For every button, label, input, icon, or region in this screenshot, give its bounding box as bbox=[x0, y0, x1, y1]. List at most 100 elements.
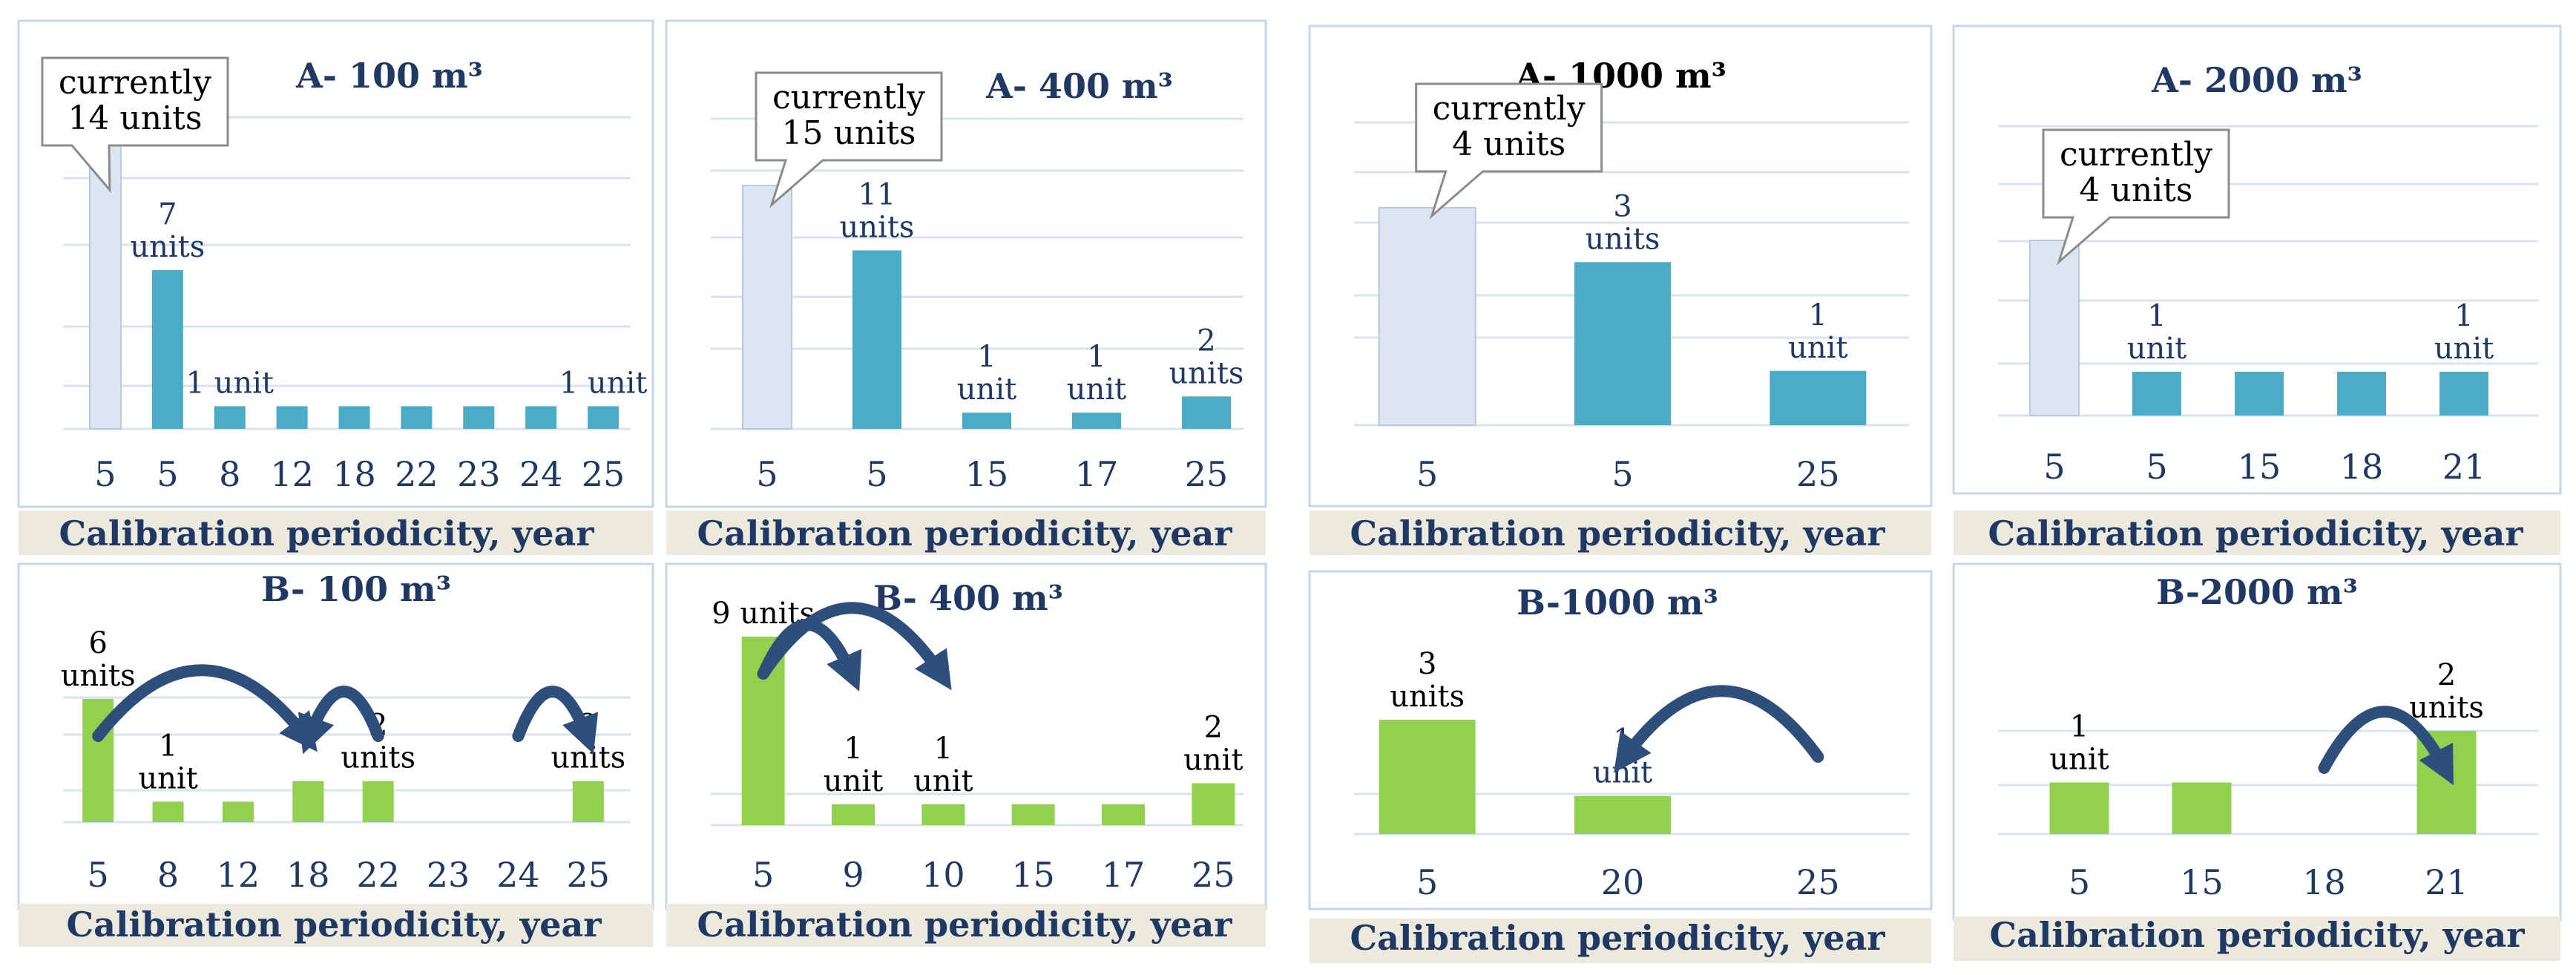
bar bbox=[1182, 396, 1231, 429]
data-label: 1 unit bbox=[1067, 340, 1126, 407]
bar bbox=[2029, 240, 2080, 416]
bar bbox=[588, 406, 620, 429]
bar bbox=[276, 406, 308, 429]
x-axis-caption: Calibration periodicity, year bbox=[697, 513, 1232, 554]
caption-band bbox=[1310, 919, 1931, 963]
caption-band bbox=[1310, 511, 1931, 555]
x-axis-caption: Calibration periodicity, year bbox=[59, 513, 594, 554]
chart-title: B- 400 m³ bbox=[873, 578, 1063, 618]
bar bbox=[292, 781, 324, 822]
bar bbox=[1011, 804, 1055, 825]
tick-label: 5 bbox=[1611, 454, 1633, 494]
tick-label: 15 bbox=[965, 454, 1009, 494]
callout-bubble bbox=[2042, 128, 2230, 266]
bar bbox=[152, 801, 184, 822]
tick-label: 25 bbox=[1796, 862, 1840, 902]
arrow-1 bbox=[1614, 685, 1824, 773]
bar bbox=[1102, 804, 1145, 825]
tick-label: 24 bbox=[519, 454, 563, 494]
tick-label: 5 bbox=[2043, 447, 2065, 487]
bar bbox=[1378, 207, 1476, 426]
tick-label: 18 bbox=[286, 855, 330, 895]
bar bbox=[1770, 370, 1867, 425]
data-label: 2 units bbox=[2409, 658, 2484, 725]
bar bbox=[2337, 372, 2386, 416]
caption-band bbox=[1954, 916, 2560, 961]
tick-label: 9 bbox=[842, 855, 864, 895]
caption-band bbox=[666, 904, 1266, 947]
tick-label: 22 bbox=[356, 855, 400, 895]
tick-label: 5 bbox=[88, 855, 109, 895]
tick-label: 25 bbox=[582, 454, 625, 494]
data-label: 2 units bbox=[1169, 324, 1244, 390]
tick-label: 5 bbox=[157, 454, 178, 494]
chart-panel-B-2000: B-2000 m³ 5 1 unit 15 18 21 2 units Calibration p… bbox=[1952, 562, 2562, 961]
tick-label: 5 bbox=[866, 454, 887, 494]
data-label: 2 unit bbox=[1183, 711, 1243, 778]
bar bbox=[1574, 795, 1671, 834]
chart-panel-A-400: A- 400 m³ 5 5 11 units 15 1 unit 17 1 unit 25 2 units… bbox=[665, 19, 1267, 555]
data-label: 1 unit bbox=[957, 340, 1016, 407]
bar bbox=[2049, 782, 2109, 834]
tick-label: 10 bbox=[921, 855, 965, 895]
tick-label: 5 bbox=[1416, 454, 1438, 494]
chart-title: A- 400 m³ bbox=[985, 66, 1173, 106]
bar bbox=[742, 185, 792, 430]
bar bbox=[362, 781, 394, 822]
tick-label: 21 bbox=[2425, 862, 2468, 902]
data-label: 1 unit bbox=[824, 732, 883, 798]
chart-title: B-1000 m³ bbox=[1517, 582, 1718, 623]
tick-label: 8 bbox=[219, 454, 240, 494]
x-axis-caption: Calibration periodicity, year bbox=[1988, 513, 2523, 554]
callout-bubble bbox=[1415, 82, 1603, 220]
tick-label: 5 bbox=[756, 454, 778, 494]
bar bbox=[572, 781, 604, 822]
callout-bubble bbox=[41, 56, 229, 194]
caption-band bbox=[1954, 511, 2560, 555]
chart-title: B- 100 m³ bbox=[261, 569, 451, 609]
chart-title: A- 100 m³ bbox=[295, 56, 483, 96]
data-label: 3 units bbox=[1390, 647, 1465, 714]
tick-label: 17 bbox=[1102, 855, 1146, 895]
tick-label: 5 bbox=[752, 855, 774, 895]
callout-text: currently 14 units bbox=[59, 64, 211, 137]
chart-panel-A-2000: A- 2000 m³ 5 5 1 unit 15 18 21 1 unit currently 4 u… bbox=[1952, 24, 2562, 555]
arrow-1 bbox=[92, 664, 318, 752]
bar bbox=[151, 270, 183, 429]
tick-label: 15 bbox=[2238, 447, 2281, 487]
data-label: 1 unit bbox=[913, 732, 973, 798]
x-axis-caption: Calibration periodicity, year bbox=[1350, 513, 1885, 554]
arrow-3 bbox=[512, 686, 599, 755]
callout-text: currently 15 units bbox=[772, 79, 925, 152]
tick-label: 22 bbox=[395, 454, 438, 494]
bar bbox=[525, 406, 557, 429]
data-label: 6 units bbox=[61, 626, 136, 693]
x-axis-caption: Calibration periodicity, year bbox=[1350, 918, 1885, 958]
chart-panel-A-100: A- 100 m³ 5 5 7 units 8 1 unit 12 18 22 23 24 25 1 un… bbox=[17, 19, 654, 555]
tick-label: 21 bbox=[2442, 447, 2486, 487]
chart-title: A- 2000 m³ bbox=[2151, 60, 2362, 100]
bar bbox=[2439, 372, 2488, 416]
tick-label: 23 bbox=[427, 855, 470, 895]
data-label: 3 units bbox=[1586, 189, 1660, 256]
data-label: 1 unit bbox=[138, 729, 197, 795]
data-label: 1 unit bbox=[2127, 299, 2186, 366]
tick-label: 25 bbox=[1192, 855, 1235, 895]
tick-label: 25 bbox=[567, 855, 611, 895]
tick-label: 5 bbox=[1416, 862, 1438, 902]
tick-label: 15 bbox=[2180, 862, 2224, 902]
callout-text: currently 4 units bbox=[1433, 90, 1586, 163]
tick-label: 25 bbox=[1796, 454, 1840, 494]
bar bbox=[852, 250, 901, 429]
tick-label: 18 bbox=[2302, 862, 2346, 902]
tick-label: 5 bbox=[94, 454, 116, 494]
caption-band bbox=[666, 511, 1266, 555]
bar bbox=[338, 406, 370, 429]
tick-label: 8 bbox=[157, 855, 179, 895]
data-label: 1 unit bbox=[1788, 298, 1847, 365]
tick-label: 12 bbox=[217, 855, 260, 895]
